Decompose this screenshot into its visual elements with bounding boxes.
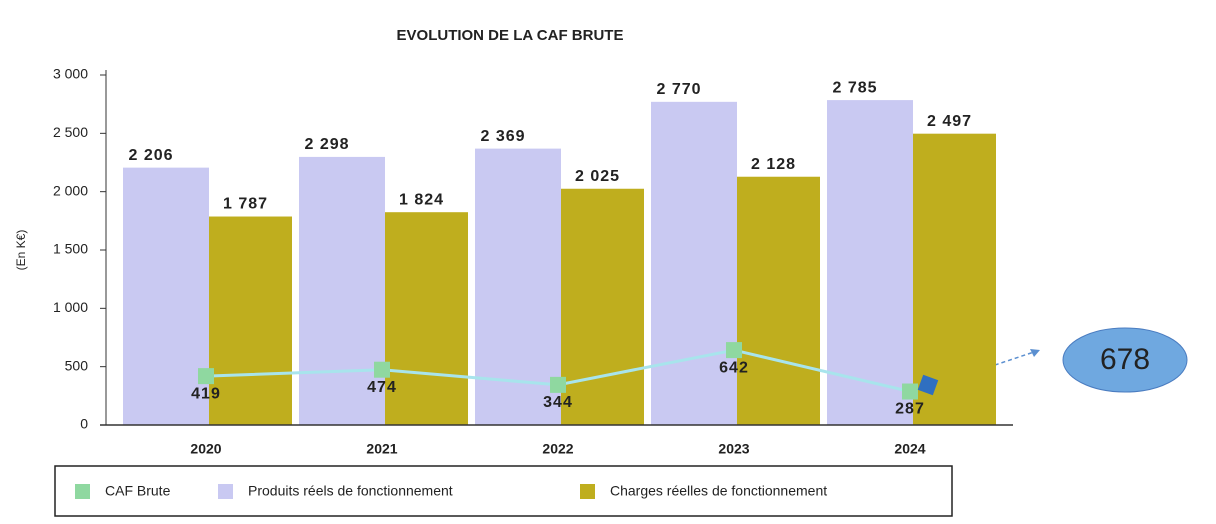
x-tick-label: 2021	[366, 441, 397, 457]
annotation-bubble	[1062, 327, 1188, 393]
arrow-head	[1030, 349, 1040, 357]
line-marker	[374, 361, 390, 378]
data-label: 2 785	[832, 79, 877, 96]
annotation-text: 678	[1100, 343, 1150, 376]
legend-label: Produits réels de fonctionnement	[248, 483, 453, 499]
line-marker	[902, 383, 918, 400]
data-label: 2 497	[927, 113, 972, 130]
y-axis-label: (En K€)	[14, 230, 28, 271]
data-label: 2 369	[480, 128, 525, 145]
data-label: 2 770	[656, 81, 701, 98]
data-label: 419	[191, 385, 221, 402]
bar	[209, 216, 292, 425]
bar	[385, 212, 468, 425]
data-label: 2 128	[751, 156, 796, 173]
annotation-marker	[917, 374, 939, 396]
data-label: 287	[895, 401, 925, 418]
chart-title: EVOLUTION DE LA CAF BRUTE	[397, 27, 624, 44]
legend-swatch	[75, 484, 90, 499]
data-label: 1 787	[223, 196, 268, 213]
legend-label: CAF Brute	[105, 483, 171, 499]
x-tick-label: 2020	[190, 441, 221, 457]
annotation-arrow	[934, 349, 1041, 386]
legend-box	[54, 465, 953, 517]
y-tick-label: 1 500	[53, 241, 88, 257]
data-label: 2 298	[304, 136, 349, 153]
legend-swatch	[218, 484, 233, 499]
bar	[737, 176, 820, 425]
y-tick-label: 1 000	[53, 299, 88, 315]
line-marker	[198, 368, 214, 385]
data-label: 474	[367, 379, 397, 396]
x-tick-label: 2022	[542, 441, 573, 457]
bar	[827, 100, 913, 425]
data-label: 642	[719, 359, 749, 376]
data-label: 2 025	[575, 168, 620, 185]
data-label: 2 206	[128, 147, 173, 164]
data-label: 1 824	[399, 191, 444, 208]
bar	[561, 188, 644, 425]
y-tick-label: 2 500	[53, 124, 88, 140]
bar	[299, 156, 385, 425]
legend-swatch	[580, 484, 595, 499]
line-marker	[550, 376, 566, 393]
x-tick-label: 2024	[894, 441, 925, 457]
line-marker	[726, 342, 742, 359]
y-tick-label: 3 000	[53, 66, 88, 82]
y-tick-label: 2 000	[53, 182, 88, 198]
data-label: 344	[543, 394, 573, 411]
bar	[651, 101, 737, 425]
legend-label: Charges réelles de fonctionnement	[610, 483, 827, 499]
y-tick-label: 0	[80, 416, 88, 432]
y-tick-label: 500	[65, 357, 89, 373]
bar	[123, 167, 209, 425]
x-tick-label: 2023	[718, 441, 749, 457]
